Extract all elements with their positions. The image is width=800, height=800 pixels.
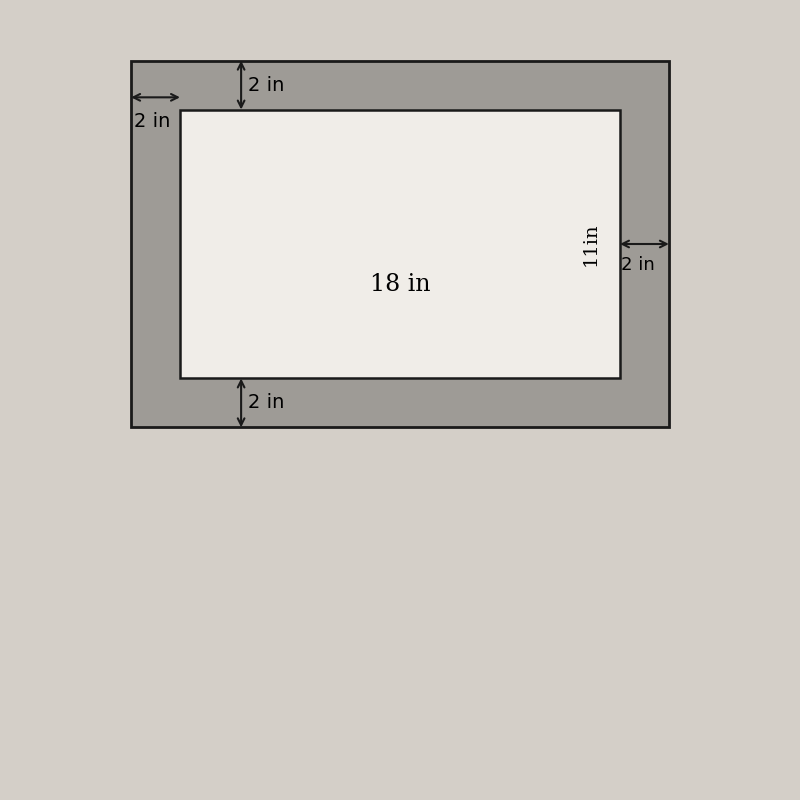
Text: 2 in: 2 in bbox=[622, 256, 655, 274]
Text: 2 in: 2 in bbox=[249, 394, 285, 412]
Bar bbox=[131, 61, 669, 427]
Text: 2 in: 2 in bbox=[249, 76, 285, 94]
Bar bbox=[180, 110, 620, 378]
Text: 11in: 11in bbox=[582, 222, 600, 266]
Text: 18 in: 18 in bbox=[370, 273, 430, 296]
Text: 2 in: 2 in bbox=[134, 112, 170, 131]
